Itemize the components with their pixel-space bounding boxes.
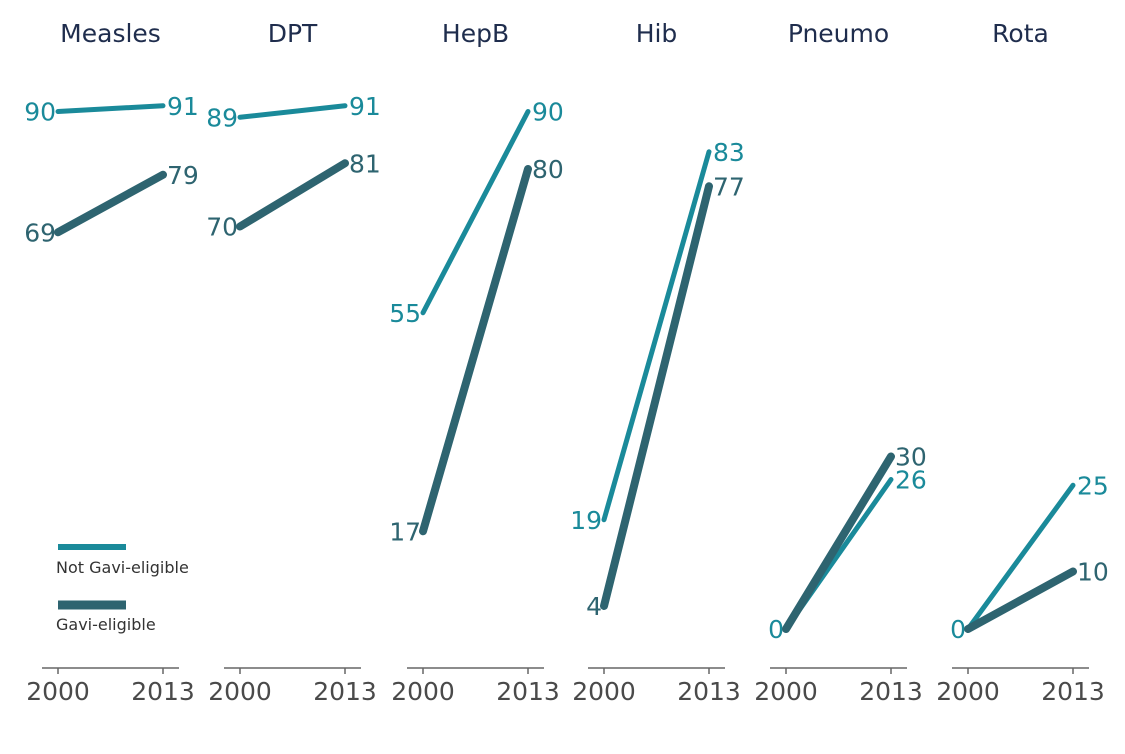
series-line-hib-gavi bbox=[600, 182, 713, 610]
data-label-pneumo-not_gavi-2000: 0 bbox=[768, 615, 784, 644]
panel-title-hib: Hib bbox=[636, 19, 678, 48]
data-label-dpt-gavi-2013: 81 bbox=[349, 149, 381, 178]
x-tick-label-measles-2013: 2013 bbox=[131, 677, 195, 706]
series-line-hepb-gavi bbox=[419, 165, 532, 536]
series-line-dpt-gavi bbox=[236, 159, 349, 231]
x-tick-label-hepb-2013: 2013 bbox=[496, 677, 560, 706]
legend-label-gavi: Gavi-eligible bbox=[56, 615, 156, 634]
data-label-measles-not_gavi-2000: 90 bbox=[24, 98, 56, 127]
series-line-measles-gavi bbox=[54, 170, 167, 237]
data-label-pneumo-not_gavi-2013: 26 bbox=[895, 466, 927, 495]
x-tick-label-dpt-2000: 2000 bbox=[208, 677, 272, 706]
data-label-dpt-not_gavi-2000: 89 bbox=[206, 103, 238, 132]
data-label-hepb-not_gavi-2013: 90 bbox=[532, 98, 564, 127]
data-label-pneumo-gavi-2013: 30 bbox=[895, 443, 927, 472]
x-tick-label-dpt-2013: 2013 bbox=[313, 677, 377, 706]
panel-title-dpt: DPT bbox=[268, 19, 318, 48]
series-line-hib-not_gavi bbox=[601, 149, 712, 523]
data-label-rota-not_gavi-2000: 0 bbox=[950, 615, 966, 644]
data-label-hib-gavi-2000: 4 bbox=[586, 592, 602, 621]
series-line-rota-not_gavi bbox=[965, 482, 1076, 632]
x-tick-label-hepb-2000: 2000 bbox=[391, 677, 455, 706]
data-label-hepb-not_gavi-2000: 55 bbox=[389, 299, 421, 328]
panel-title-rota: Rota bbox=[992, 19, 1049, 48]
x-tick-label-hib-2000: 2000 bbox=[572, 677, 636, 706]
x-tick-label-hib-2013: 2013 bbox=[677, 677, 741, 706]
data-label-measles-gavi-2013: 79 bbox=[167, 161, 199, 190]
x-tick-label-pneumo-2000: 2000 bbox=[754, 677, 818, 706]
x-tick-label-rota-2000: 2000 bbox=[936, 677, 1000, 706]
data-label-hib-gavi-2013: 77 bbox=[713, 172, 745, 201]
x-tick-label-measles-2000: 2000 bbox=[26, 677, 90, 706]
data-label-measles-gavi-2000: 69 bbox=[24, 218, 56, 247]
data-label-dpt-gavi-2000: 70 bbox=[206, 213, 238, 242]
data-label-dpt-not_gavi-2013: 91 bbox=[349, 92, 381, 121]
data-label-hepb-gavi-2000: 17 bbox=[389, 517, 421, 546]
data-label-hib-not_gavi-2000: 19 bbox=[570, 506, 602, 535]
data-label-measles-not_gavi-2013: 91 bbox=[167, 92, 199, 121]
panel-title-measles: Measles bbox=[60, 19, 161, 48]
data-label-hepb-gavi-2013: 80 bbox=[532, 155, 564, 184]
series-line-rota-gavi bbox=[964, 567, 1077, 633]
series-line-dpt-not_gavi bbox=[237, 103, 348, 120]
series-line-hepb-not_gavi bbox=[420, 109, 531, 316]
legend-label-not_gavi: Not Gavi-eligible bbox=[56, 558, 189, 577]
data-label-rota-gavi-2013: 10 bbox=[1077, 558, 1109, 587]
series-line-measles-not_gavi bbox=[55, 103, 166, 114]
data-label-rota-not_gavi-2013: 25 bbox=[1077, 471, 1109, 500]
panel-title-pneumo: Pneumo bbox=[788, 19, 889, 48]
panel-title-hepb: HepB bbox=[442, 19, 509, 48]
data-label-hib-not_gavi-2013: 83 bbox=[713, 138, 745, 167]
series-line-pneumo-gavi bbox=[782, 452, 895, 633]
x-tick-label-pneumo-2013: 2013 bbox=[859, 677, 923, 706]
x-tick-label-rota-2013: 2013 bbox=[1041, 677, 1105, 706]
